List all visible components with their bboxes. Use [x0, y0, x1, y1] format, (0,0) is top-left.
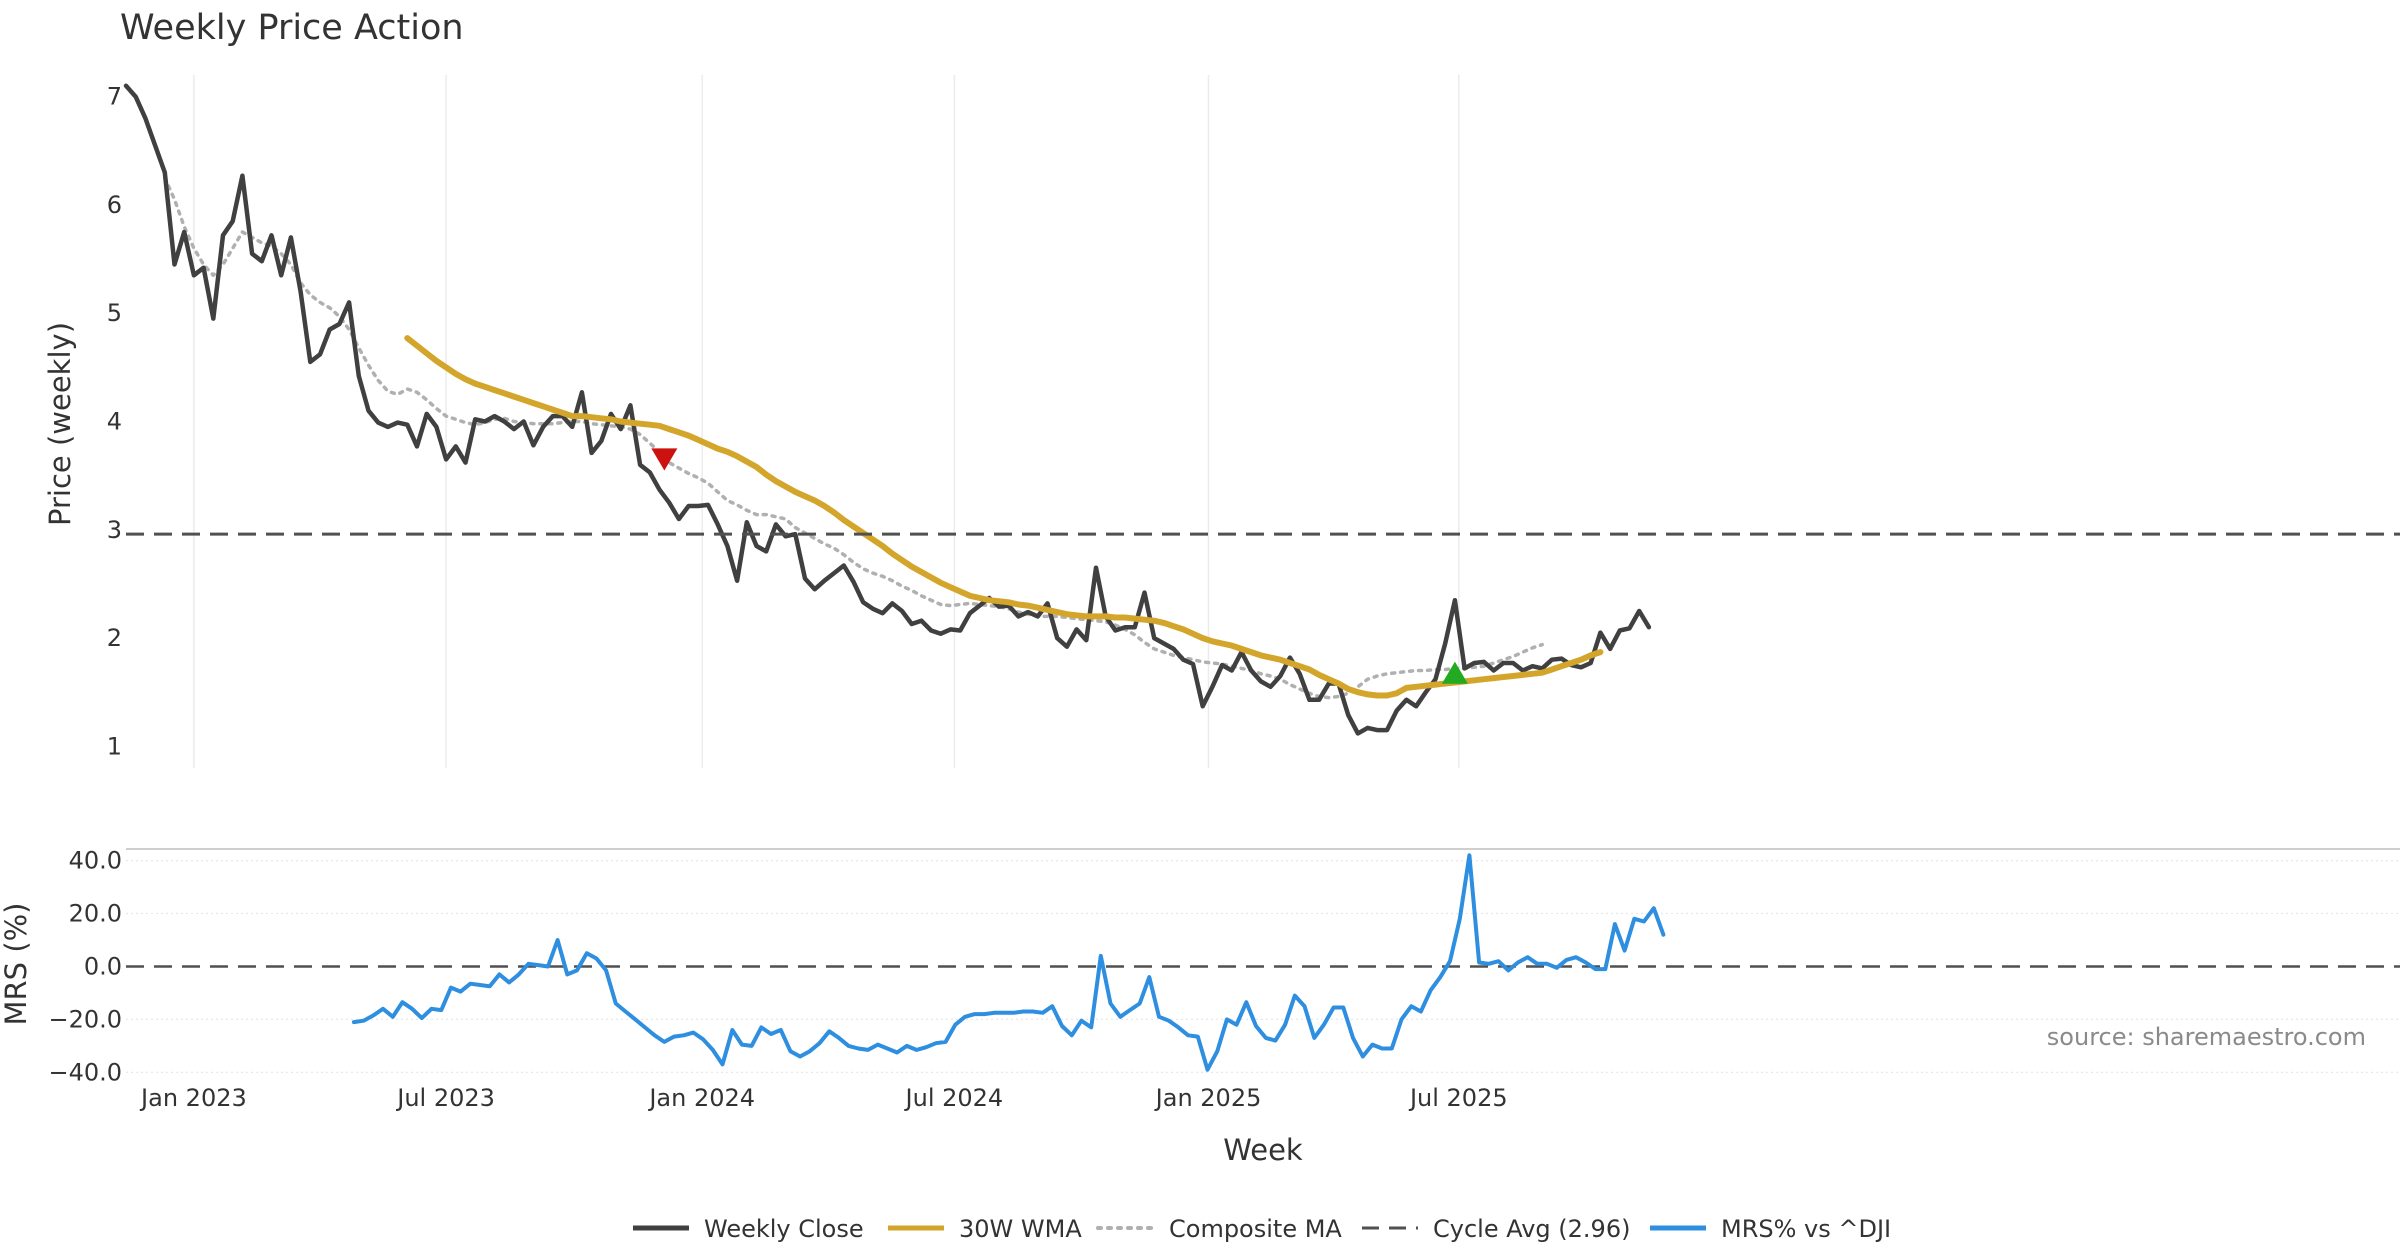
x-tick-label: Jul 2024: [904, 1084, 1004, 1112]
x-tick-label: Jul 2025: [1408, 1084, 1508, 1112]
legend-label-mrs-vs-dji: MRS% vs ^DJI: [1721, 1215, 1891, 1243]
legend-label-composite-ma: Composite MA: [1169, 1215, 1342, 1243]
mrs-panel: 40.0 20.0 0.0 −20.0 −40.0 MRS (%) source: sh…: [0, 847, 2400, 1087]
signal-markers: [651, 448, 1468, 684]
mrs-y-tick-label: −20.0: [48, 1005, 122, 1033]
price-y-tick-label: 1: [107, 732, 122, 760]
legend: Weekly Close 30W WMA Composite MA Cycle Avg…: [633, 1215, 1891, 1243]
buy-signal-marker: [1441, 661, 1468, 684]
x-axis: Jan 2023 Jul 2023 Jan 2024 Jul 2024 Jan 2025…: [139, 1084, 1508, 1112]
price-series-group: [123, 83, 2400, 736]
chart-title: Weekly Price Action: [120, 8, 464, 48]
mrs-grid: [126, 848, 2400, 1073]
price-grid: [193, 75, 1460, 768]
mrs-y-axis: 40.0 20.0 0.0 −20.0 −40.0: [48, 847, 122, 1087]
x-axis-title: Week: [1223, 1133, 1303, 1167]
x-tick-label: Jul 2023: [395, 1084, 495, 1112]
mrs-y-tick-label: −40.0: [48, 1058, 122, 1086]
price-y-tick-label: 3: [107, 516, 122, 544]
price-y-tick-label: 2: [107, 624, 122, 652]
mrs-y-tick-label: 20.0: [69, 900, 122, 928]
legend-label-30w-wma: 30W WMA: [959, 1215, 1082, 1243]
composite-ma-line: [163, 176, 1544, 700]
price-y-tick-label: 7: [107, 83, 122, 111]
mrs-y-tick-label: 40.0: [69, 847, 122, 875]
x-tick-label: Jan 2024: [647, 1084, 755, 1112]
mrs-y-axis-title: MRS (%): [0, 903, 33, 1026]
legend-label-cycle-avg-2-96: Cycle Avg (2.96): [1433, 1215, 1630, 1243]
price-panel: 1 2 3 4 5 6 7 Price (weekly): [43, 75, 2400, 768]
mrs-line: [351, 853, 1666, 1072]
weekly-close-line: [123, 83, 1652, 736]
price-y-tick-label: 4: [107, 408, 122, 436]
source-annotation: source: sharemaestro.com: [2047, 1023, 2366, 1051]
legend-label-weekly-close: Weekly Close: [704, 1215, 864, 1243]
price-y-tick-label: 6: [107, 191, 122, 219]
x-tick-label: Jan 2025: [1154, 1084, 1262, 1112]
mrs-y-tick-label: 0.0: [84, 952, 122, 980]
price-y-tick-label: 5: [107, 299, 122, 327]
30w-wma-line: [404, 335, 1604, 699]
price-y-axis-title: Price (weekly): [43, 322, 77, 526]
sell-signal-marker: [651, 448, 678, 471]
x-tick-label: Jan 2023: [139, 1084, 247, 1112]
price-y-axis: 1 2 3 4 5 6 7: [107, 83, 122, 761]
mrs-series-group: [126, 853, 2400, 1072]
